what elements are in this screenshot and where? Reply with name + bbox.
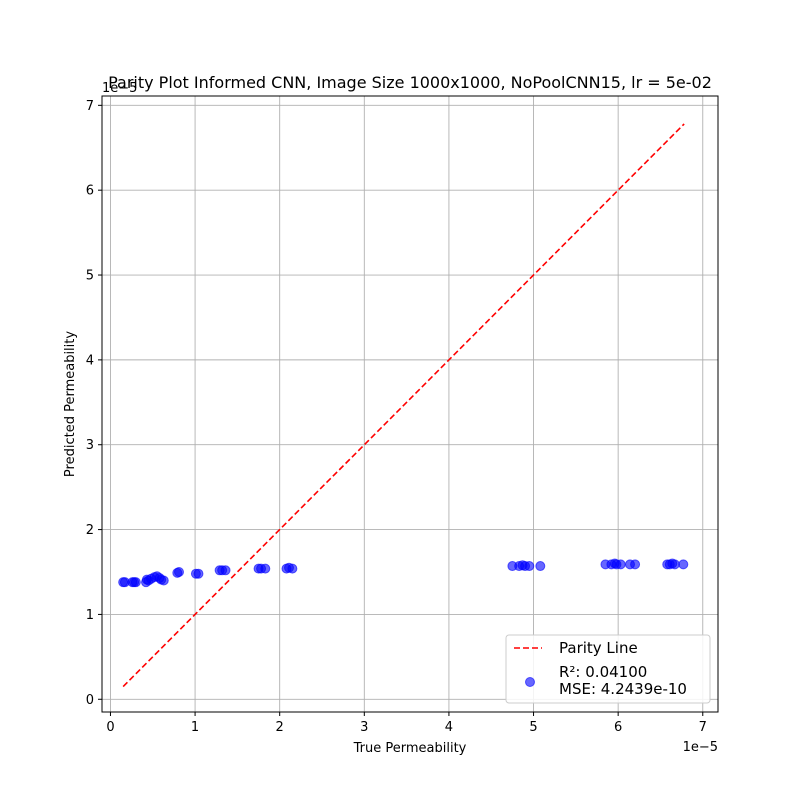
x-tick-label: 0 xyxy=(106,720,114,735)
scatter-point xyxy=(158,575,169,586)
grid xyxy=(102,96,718,712)
scatter-point xyxy=(630,559,641,570)
x-tick-label: 1 xyxy=(191,720,199,735)
scatter-point xyxy=(260,563,271,574)
scatter-point xyxy=(174,567,184,577)
scatter-point xyxy=(678,559,689,570)
x-tick-label: 7 xyxy=(699,720,707,735)
scatter-point xyxy=(287,563,298,574)
parity-line xyxy=(122,123,685,688)
plot-frame xyxy=(101,95,719,713)
x-axis-label: True Permeability xyxy=(353,741,467,756)
x-tick-label: 2 xyxy=(276,720,284,735)
x-tick-label: 3 xyxy=(360,720,368,735)
scatter-point xyxy=(220,565,231,576)
scatter-point xyxy=(524,561,535,572)
legend: Parity Line R²: 0.04100 MSE: 4.2439e-10 xyxy=(505,634,711,704)
legend-box xyxy=(505,634,711,704)
y-tick-label: 4 xyxy=(86,353,94,368)
chart-title: Parity Plot Informed CNN, Image Size 100… xyxy=(108,73,712,92)
legend-scatter-swatch xyxy=(525,677,535,687)
legend-parity-line-label: Parity Line xyxy=(559,639,638,657)
y-tick-label: 2 xyxy=(86,523,94,538)
x-tick-label: 6 xyxy=(614,720,622,735)
parity-line-layer xyxy=(122,123,685,688)
legend-mse-label: MSE: 4.2439e-10 xyxy=(559,680,687,698)
x-offset-label: 1e−5 xyxy=(683,740,718,755)
y-tick-label: 3 xyxy=(86,438,94,453)
scatter-point xyxy=(615,559,626,570)
scatter-point xyxy=(535,561,546,572)
y-tick-label: 7 xyxy=(86,99,94,114)
y-offset-label: 1e−5 xyxy=(102,81,137,96)
y-tick-label: 1 xyxy=(86,608,94,623)
y-tick-label: 6 xyxy=(86,184,94,199)
y-tick-label: 0 xyxy=(86,693,94,708)
scatter-point xyxy=(193,568,204,579)
ticks: 0 1 2 3 4 5 6 7 0 1 2 3 4 5 6 7 xyxy=(86,99,707,735)
x-tick-label: 5 xyxy=(529,720,537,735)
scatter-points xyxy=(118,558,689,588)
legend-r2-label: R²: 0.04100 xyxy=(559,663,647,681)
scatter-point xyxy=(669,559,680,570)
scatter-point xyxy=(130,577,141,588)
x-tick-label: 4 xyxy=(445,720,453,735)
y-tick-label: 5 xyxy=(86,269,94,284)
y-axis-label: Predicted Permeability xyxy=(63,331,78,477)
